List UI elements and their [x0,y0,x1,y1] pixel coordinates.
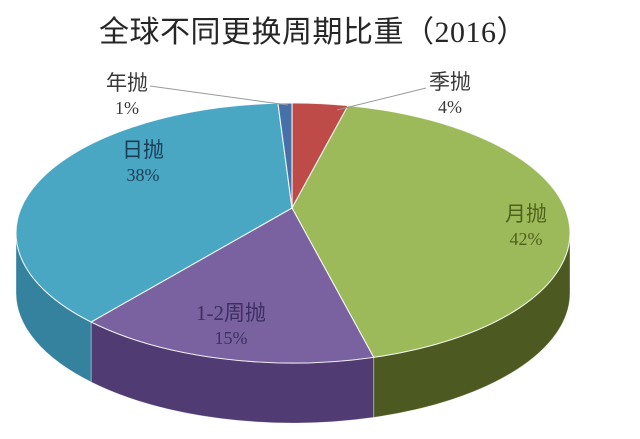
label-monthly-pct: 42% [509,229,543,249]
label-yearly-name: 年抛 [106,71,148,95]
pie-slice-1-2周抛 [90,207,375,364]
label-daily-pct: 38% [126,165,160,185]
label-quarterly-pct: 4% [438,97,462,117]
pie-slice-日抛 [15,102,293,323]
label-weekly-name: 1-2周抛 [196,301,266,325]
label-daily-name: 日抛 [122,138,164,162]
label-weekly-pct: 15% [214,328,248,348]
label-yearly: 年抛 1% [106,70,148,121]
label-yearly-pct: 1% [115,98,139,118]
leader-line-quarterly [336,87,427,111]
pie-slice-月抛 [291,105,571,358]
pie-top-surfaces [15,102,571,364]
label-daily: 日抛 38% [122,137,164,188]
leader-line-yearly [149,85,289,106]
label-monthly-name: 月抛 [505,202,547,226]
label-quarterly: 季抛 4% [429,69,471,120]
chart-title: 全球不同更换周期比重（2016） [99,16,527,49]
label-monthly: 月抛 42% [505,201,547,252]
label-quarterly-name: 季抛 [429,70,471,94]
label-weekly: 1-2周抛 15% [196,300,266,351]
